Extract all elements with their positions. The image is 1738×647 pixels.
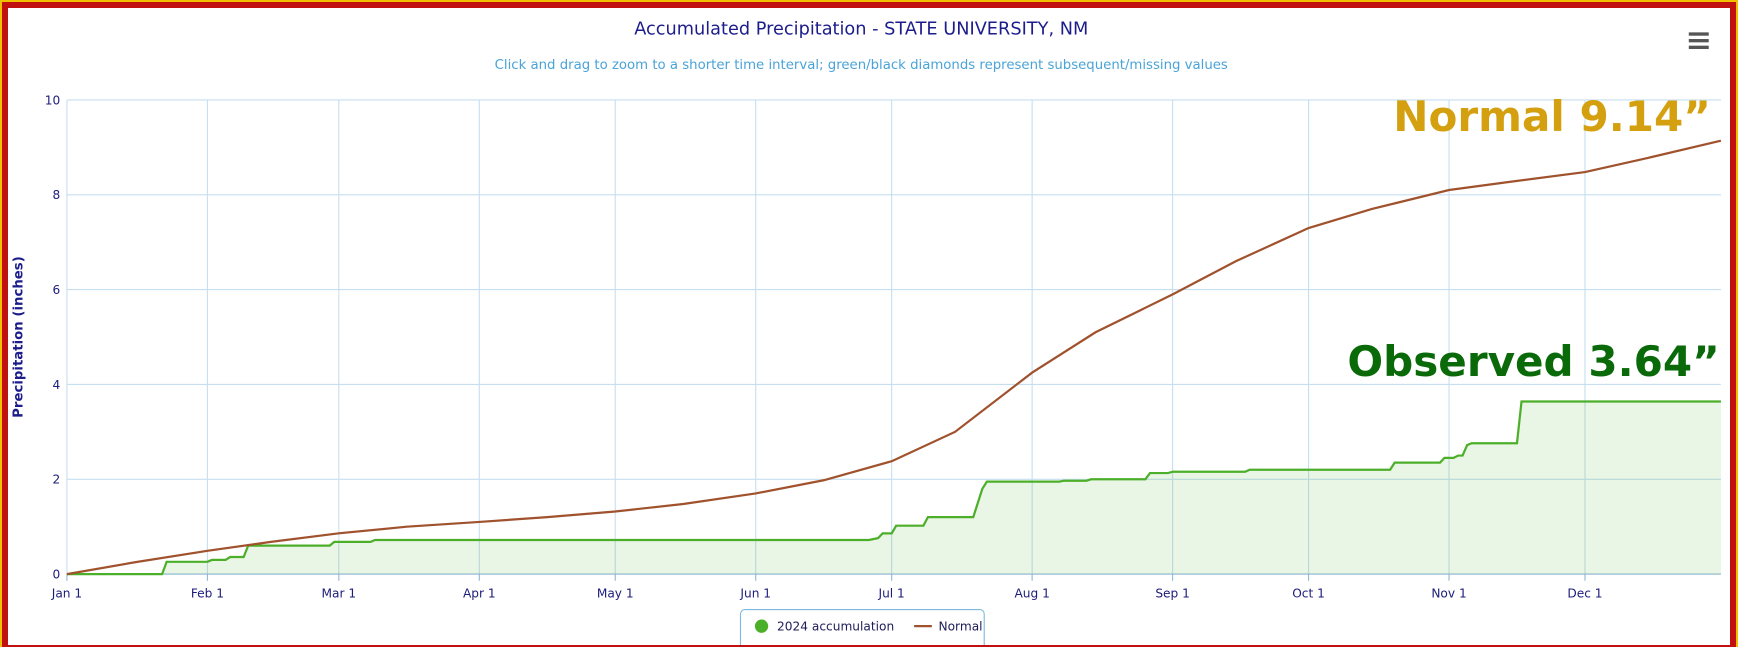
x-tick-label: Dec 1 xyxy=(1567,586,1602,600)
y-tick-label: 6 xyxy=(53,283,61,297)
y-tick-label: 8 xyxy=(53,188,61,202)
legend-label: 2024 accumulation xyxy=(777,620,894,634)
annotation: Observed 3.64” xyxy=(1347,337,1719,386)
x-tick-label: Jan 1 xyxy=(51,586,82,600)
chart: Accumulated Precipitation - STATE UNIVER… xyxy=(12,20,1722,645)
y-tick-label: 0 xyxy=(53,568,61,582)
x-tick-label: Jul 1 xyxy=(878,586,905,600)
legend-label: Normal xyxy=(939,620,983,634)
y-axis-label: Precipitation (inches) xyxy=(12,256,27,418)
series-line xyxy=(66,139,1722,576)
menu-bar xyxy=(1688,39,1709,43)
x-tick-label: Mar 1 xyxy=(322,586,357,600)
menu-button[interactable] xyxy=(1688,32,1709,49)
menu-bar xyxy=(1688,45,1709,49)
x-tick-label: Feb 1 xyxy=(191,586,224,600)
annotation: Normal 9.14” xyxy=(1393,92,1711,141)
x-tick-label: Sep 1 xyxy=(1155,586,1190,600)
x-tick-label: Jun 1 xyxy=(739,586,771,600)
x-tick-label: Apr 1 xyxy=(463,586,496,600)
x-tick-label: Oct 1 xyxy=(1292,586,1325,600)
x-tick-label: Nov 1 xyxy=(1431,586,1466,600)
x-tick-label: May 1 xyxy=(597,586,634,600)
area xyxy=(66,401,1721,575)
menu-bar xyxy=(1688,32,1709,36)
x-tick-label: Aug 1 xyxy=(1014,586,1049,600)
y-tick-label: 4 xyxy=(53,378,61,392)
legend-box xyxy=(739,608,985,645)
chart-subtitle: Click and drag to zoom to a shorter time… xyxy=(495,58,1228,73)
y-tick-label: 10 xyxy=(45,93,61,107)
y-tick-label: 2 xyxy=(53,473,61,487)
chart-title: Accumulated Precipitation - STATE UNIVER… xyxy=(634,20,1088,40)
series-line xyxy=(66,400,1721,576)
legend-symbol xyxy=(754,619,769,633)
